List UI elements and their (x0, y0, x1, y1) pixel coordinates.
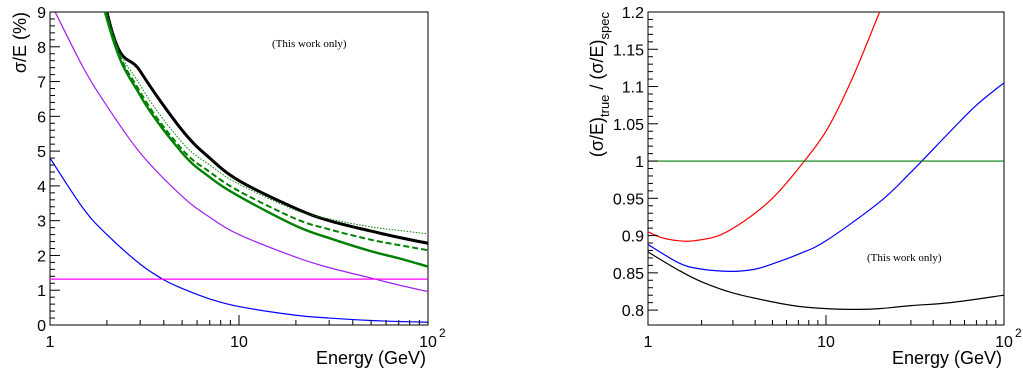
chart0-series-1-line (106, 12, 428, 235)
right-y-label-part-2: / (σ/E) (587, 39, 607, 94)
chart0-y-tick-label: 7 (37, 75, 46, 92)
chart1-y-tick-label: 0.85 (613, 266, 644, 283)
left-x-axis-label: Energy (GeV) (316, 348, 426, 368)
chart0-y-tick-label: 9 (37, 5, 46, 22)
right-chart-series-group (648, 12, 1004, 310)
chart0-series-2-line (104, 12, 428, 252)
right-y-label-subscript-spec: spec (597, 12, 612, 40)
right-chart-annotation: (This work only) (867, 252, 942, 264)
left-chart-annotation: (This work only) (272, 38, 347, 50)
chart0-y-tick-label: 4 (37, 179, 46, 196)
left-chart-series-group (50, 12, 428, 323)
chart0-series-4-line (54, 12, 428, 293)
chart0-x-tick-label: 1 (46, 334, 55, 351)
chart1-series-3-line (648, 251, 1004, 310)
chart0-y-tick-label: 0 (37, 318, 46, 335)
chart1-y-tick-label: 0.8 (622, 303, 644, 320)
chart1-y-tick-label: 0.9 (622, 229, 644, 246)
right-y-label-subscript-true: true (597, 95, 612, 117)
chart0-x-tick-label: 10 (230, 334, 248, 351)
chart0-series-3-line (103, 12, 428, 268)
right-x-axis-label: Energy (GeV) (892, 348, 1002, 368)
chart1-y-tick-label: 1.15 (613, 42, 644, 59)
chart0-y-tick-label: 2 (37, 248, 46, 265)
chart1-series-0-line (648, 12, 881, 242)
chart0-y-tick-label: 8 (37, 40, 46, 57)
chart0-x-tick-label: 10 (419, 334, 437, 351)
right-y-axis-label: (σ/E)true / (σ/E)spec (587, 12, 612, 158)
left-y-axis-label: σ/E (%) (10, 12, 30, 73)
chart1-x-tick-superscript: 2 (1015, 326, 1022, 340)
chart0-y-tick-label: 5 (37, 144, 46, 161)
chart1-y-tick-label: 1.2 (622, 5, 644, 22)
chart0-y-tick-label: 6 (37, 109, 46, 126)
right-chart-frame (647, 11, 1005, 326)
chart1-y-tick-label: 1.1 (622, 80, 644, 97)
right-y-label-part-1: (σ/E) (587, 117, 607, 157)
chart1-y-tick-label: 1.05 (613, 117, 644, 134)
chart1-x-tick-label: 10 (995, 334, 1013, 351)
chart1-series-1-line (648, 82, 1004, 272)
chart0-series-0-line (105, 12, 428, 245)
chart0-x-tick-superscript: 2 (439, 326, 446, 340)
chart1-y-tick-label: 1 (635, 154, 644, 171)
chart1-x-tick-label: 1 (644, 334, 653, 351)
chart0-y-tick-label: 1 (37, 283, 46, 300)
chart1-y-tick-label: 0.95 (613, 191, 644, 208)
chart1-x-tick-label: 10 (817, 334, 835, 351)
chart0-y-tick-label: 3 (37, 214, 46, 231)
